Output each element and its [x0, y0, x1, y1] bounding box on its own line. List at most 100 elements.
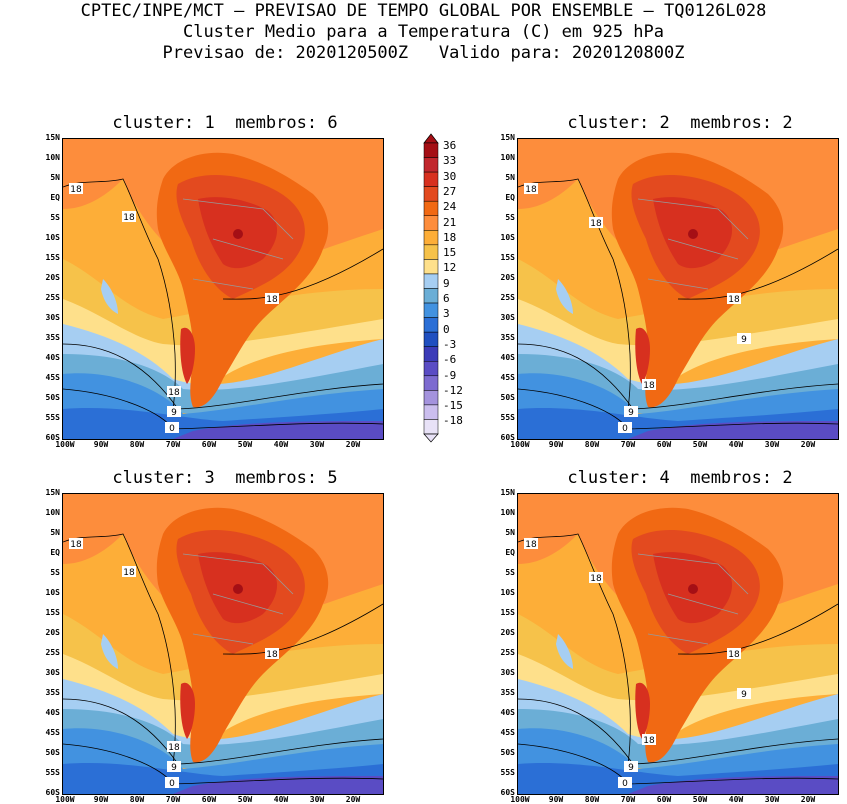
x-axis-label: 50W — [692, 440, 708, 449]
colorbar-swatch — [423, 331, 439, 347]
contour-label: 18 — [265, 648, 279, 660]
contour-label-text: 0 — [622, 779, 628, 789]
y-axis-label: 20S — [500, 273, 515, 282]
x-axis-label: 90W — [93, 795, 109, 804]
field-core-30-33 — [233, 229, 243, 239]
contour-label: 9 — [737, 333, 751, 345]
y-axis-label: 15S — [500, 608, 515, 617]
x-axis-label: 90W — [93, 440, 109, 449]
x-axis-label: 20W — [345, 440, 361, 449]
x-axis-label: 40W — [728, 795, 744, 804]
y-axis-label: 30S — [45, 313, 60, 322]
contour-label-text: 18 — [643, 736, 655, 746]
y-axis-label: 10N — [500, 153, 515, 162]
y-axis-label: 15N — [45, 133, 60, 142]
colorbar-swatch — [423, 302, 439, 318]
colorbar-label: -3 — [443, 337, 457, 351]
colorbar-label: 33 — [443, 154, 457, 168]
panel-title: cluster: 3 membros: 5 — [112, 468, 338, 488]
contour-line-18-west — [518, 533, 631, 765]
y-axis-label: 50S — [500, 748, 515, 757]
map-panel-2: 18 18 18 9 18 9 0 — [517, 138, 839, 440]
colorbar-swatch — [423, 230, 439, 246]
y-axis-label: 35S — [45, 333, 60, 342]
x-axis-label: 50W — [237, 795, 253, 804]
y-axis-label: 60S — [45, 433, 60, 442]
x-axis-label: 60W — [656, 795, 672, 804]
contour-label: 9 — [624, 761, 638, 773]
contour-label: 0 — [165, 422, 179, 434]
y-axis-label: 35S — [45, 688, 60, 697]
contour-label-text: 18 — [266, 650, 278, 660]
y-axis-label: 25S — [500, 293, 515, 302]
country-borders — [182, 553, 294, 645]
panel-title: cluster: 1 membros: 6 — [112, 113, 338, 133]
colorbar-label: -15 — [443, 399, 463, 413]
x-axis-label: 70W — [620, 795, 636, 804]
contour-label-text: 18 — [168, 388, 180, 398]
y-axis-label: 60S — [500, 433, 515, 442]
x-axis-label: 40W — [728, 440, 744, 449]
contour-label: 9 — [737, 688, 751, 700]
x-axis-label: 70W — [165, 440, 181, 449]
contour-label-text: 9 — [171, 763, 177, 773]
contour-label-text: 0 — [622, 424, 628, 434]
contour-label: 18 — [642, 734, 656, 746]
y-axis-label: 30S — [500, 313, 515, 322]
contour-line-18-east — [222, 603, 383, 655]
contour-label-text: 9 — [741, 690, 747, 700]
y-axis-label: 45S — [500, 728, 515, 737]
y-axis-label: 45S — [45, 373, 60, 382]
contour-label: 18 — [524, 183, 538, 195]
contour-label-text: 18 — [123, 213, 135, 223]
contour-label: 18 — [589, 217, 603, 229]
contour-label: 18 — [122, 211, 136, 223]
contour-line-0 — [63, 743, 383, 785]
colorbar-label: -6 — [443, 353, 457, 367]
contour-line-9 — [518, 698, 838, 765]
y-axis-label: 60S — [500, 788, 515, 797]
contour-label-text: 0 — [169, 779, 175, 789]
x-axis-label: 30W — [764, 440, 780, 449]
contour-label-text: 18 — [590, 574, 602, 584]
field-pocket-9-12 — [556, 634, 573, 669]
y-axis-label: EQ — [505, 548, 515, 557]
map-svg: 18 18 18 18 9 0 — [63, 494, 383, 794]
y-axis-label: 45S — [500, 373, 515, 382]
x-axis-label: 80W — [584, 795, 600, 804]
y-axis-label: 35S — [500, 688, 515, 697]
contour-label: 0 — [618, 422, 632, 434]
contour-label: 18 — [167, 741, 181, 753]
field-core-patagonia — [635, 327, 650, 384]
x-axis-label: 60W — [201, 440, 217, 449]
y-axis-label: 20S — [45, 628, 60, 637]
x-axis-label: 20W — [800, 795, 816, 804]
colorbar-swatch — [423, 390, 439, 406]
country-borders — [637, 553, 749, 645]
colorbar-bottom-arrow — [423, 433, 439, 443]
contour-label-text: 18 — [728, 295, 740, 305]
colorbar-label: 18 — [443, 230, 457, 244]
x-axis-label: 30W — [309, 440, 325, 449]
contour-line-18-west — [518, 178, 631, 410]
country-borders — [637, 198, 749, 290]
field-pocket-9-12 — [101, 279, 118, 314]
contour-label: 18 — [69, 183, 83, 195]
y-axis-label: 5N — [50, 528, 60, 537]
colorbar-label: 12 — [443, 261, 457, 275]
field-pocket-9-12 — [101, 634, 118, 669]
y-axis-label: 30S — [45, 668, 60, 677]
contour-label: 9 — [167, 761, 181, 773]
contour-line-0 — [63, 388, 383, 430]
y-axis-label: 10S — [500, 233, 515, 242]
x-axis-label: 50W — [237, 440, 253, 449]
x-axis-label: 30W — [309, 795, 325, 804]
x-axis-label: 60W — [201, 795, 217, 804]
x-axis-label: 100W — [55, 795, 75, 804]
y-axis-label: 45S — [45, 728, 60, 737]
colorbar-swatch — [423, 375, 439, 391]
colorbar-label: 15 — [443, 246, 457, 260]
contour-label-text: 9 — [628, 408, 634, 418]
field-band-below-0 — [173, 421, 383, 439]
contour-label: 18 — [727, 648, 741, 660]
